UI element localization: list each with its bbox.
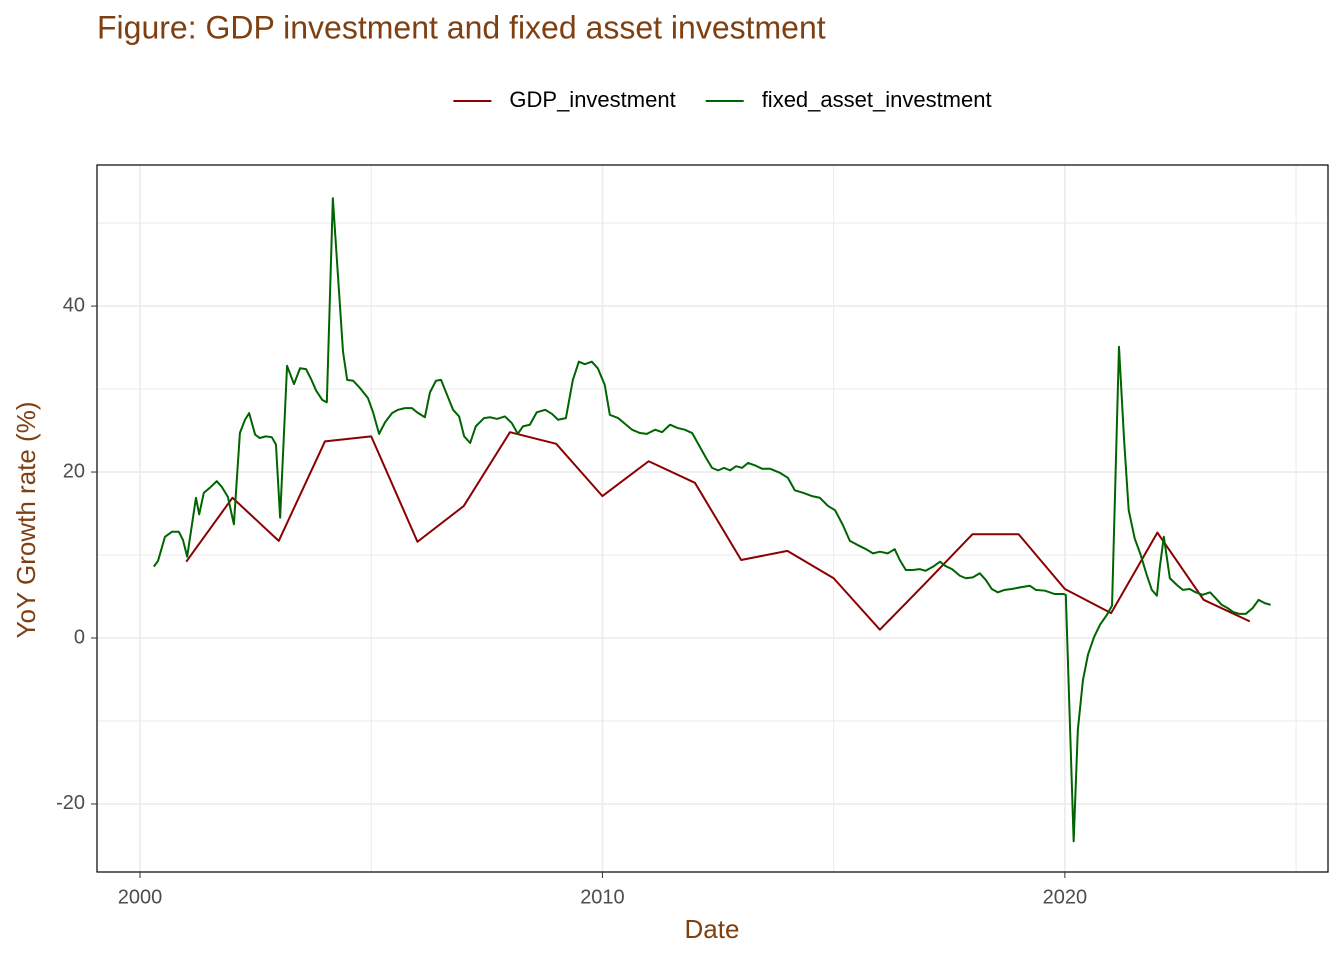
legend-label: fixed_asset_investment — [762, 87, 992, 112]
chart-title: Figure: GDP investment and fixed asset i… — [97, 9, 826, 45]
panel-border — [96, 164, 1329, 873]
legend-label: GDP_investment — [509, 87, 675, 112]
series-line — [185, 431, 1251, 631]
y-tick-label: 40 — [63, 294, 85, 316]
y-tick-label: 0 — [74, 626, 85, 648]
axes: 2000 2010 2020 -20 0 20 40 — [56, 294, 1087, 908]
x-tick-label: 2020 — [1043, 886, 1088, 908]
grid — [97, 165, 1328, 872]
legend: GDP_investment fixed_asset_investment — [453, 87, 992, 112]
x-axis-title: Date — [685, 914, 740, 944]
plot-lines — [153, 197, 1271, 843]
x-tick-label: 2010 — [580, 886, 625, 908]
y-tick-label: -20 — [56, 792, 85, 814]
series-line — [153, 197, 1271, 843]
x-tick-label: 2000 — [118, 886, 163, 908]
y-axis-title: YoY Growth rate (%) — [11, 402, 41, 639]
y-tick-label: 20 — [63, 460, 85, 482]
